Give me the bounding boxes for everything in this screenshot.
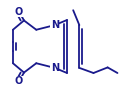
- Text: O: O: [15, 76, 23, 86]
- Text: N: N: [51, 20, 59, 30]
- Text: N: N: [51, 63, 59, 73]
- Text: O: O: [15, 7, 23, 17]
